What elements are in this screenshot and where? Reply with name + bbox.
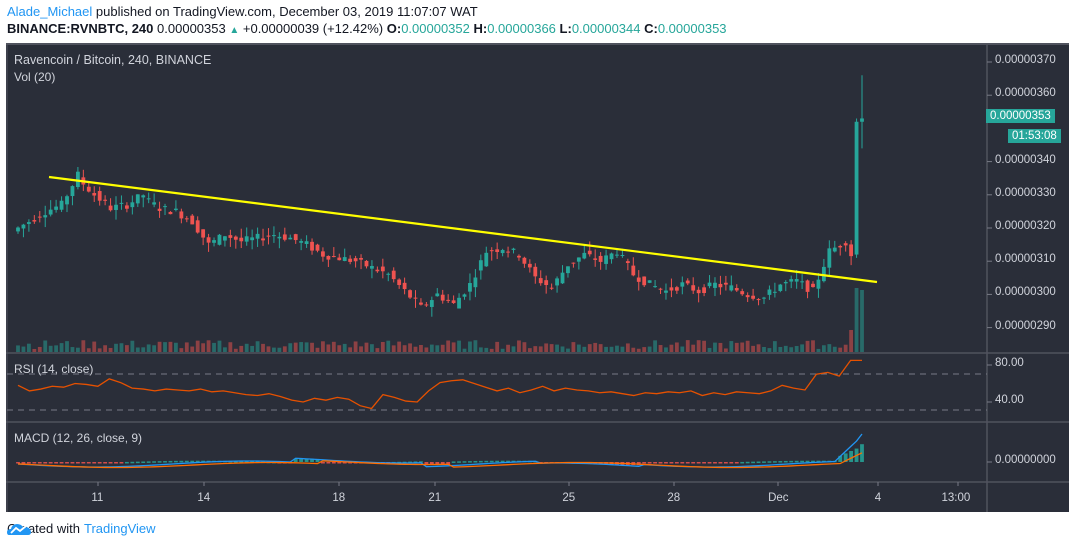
tradingview-link[interactable]: TradingView <box>83 521 156 536</box>
chart-container[interactable]: Ravencoin / Bitcoin, 240, BINANCE Vol (2… <box>6 43 1069 512</box>
price-tick-label: 0.00000310 <box>995 253 1056 266</box>
high-label: H: <box>473 21 488 36</box>
time-tick-label: Dec <box>768 492 789 504</box>
low-label: L: <box>559 21 572 36</box>
footer: Created with TradingView <box>7 521 156 536</box>
time-tick-label: 28 <box>667 492 681 504</box>
time-tick-label: 14 <box>197 492 211 504</box>
time-tick-label: 4 <box>874 492 882 504</box>
price-tick-label: 0.00000320 <box>995 220 1056 232</box>
rsi-tick-label: 80.00 <box>995 357 1024 369</box>
symbol-info: BINANCE:RVNBTC, 240 0.00000353 ▲ +0.0000… <box>7 21 727 36</box>
price-tick-label: 0.00000290 <box>995 319 1056 332</box>
time-tick-label: 11 <box>91 492 104 504</box>
open-label: O: <box>386 21 402 36</box>
price-tick-label: 0.00000370 <box>995 54 1056 66</box>
symbol-label: BINANCE:RVNBTC, 240 <box>7 21 154 36</box>
author-link[interactable]: Alade_Michael <box>7 4 93 19</box>
rsi-tick-label: 40.00 <box>995 394 1024 406</box>
volume-legend: Vol (20) <box>14 70 56 84</box>
open-value: 0.00000352 <box>401 21 470 36</box>
time-tick-label: 18 <box>332 492 346 504</box>
up-arrow-icon: ▲ <box>229 25 240 36</box>
tradingview-logo-icon <box>7 524 31 535</box>
price-tick-label: 0.00000330 <box>995 186 1056 199</box>
published-text: published on TradingView.com, December 0… <box>92 4 478 19</box>
time-tick-label: 25 <box>562 492 576 504</box>
chart-canvas[interactable] <box>6 45 1069 512</box>
price-tick-label: 0.00000360 <box>995 87 1056 100</box>
price-tick-label: 0.00000300 <box>995 286 1056 299</box>
high-value: 0.00000366 <box>487 21 556 36</box>
time-tick-label: 21 <box>428 492 442 504</box>
last-price: 0.00000353 <box>157 21 226 36</box>
price-tick-label: 0.00000340 <box>995 153 1056 166</box>
rsi-legend: RSI (14, close) <box>14 362 94 376</box>
time-tick-label: 13:00 <box>941 492 971 504</box>
low-value: 0.00000344 <box>571 21 641 36</box>
change: +0.00000039 (+12.42%) <box>242 21 384 36</box>
main-legend: Ravencoin / Bitcoin, 240, BINANCE <box>14 53 212 67</box>
countdown-tag: 01:53:08 <box>1008 129 1061 143</box>
macd-tick-label: 0.00000000 <box>995 454 1056 466</box>
macd-legend: MACD (12, 26, close, 9) <box>14 431 143 445</box>
close-label: C: <box>644 21 658 36</box>
last-price-tag: 0.00000353 <box>986 109 1055 123</box>
publish-info: Alade_Michael published on TradingView.c… <box>7 4 478 19</box>
close-value: 0.00000353 <box>657 21 727 36</box>
